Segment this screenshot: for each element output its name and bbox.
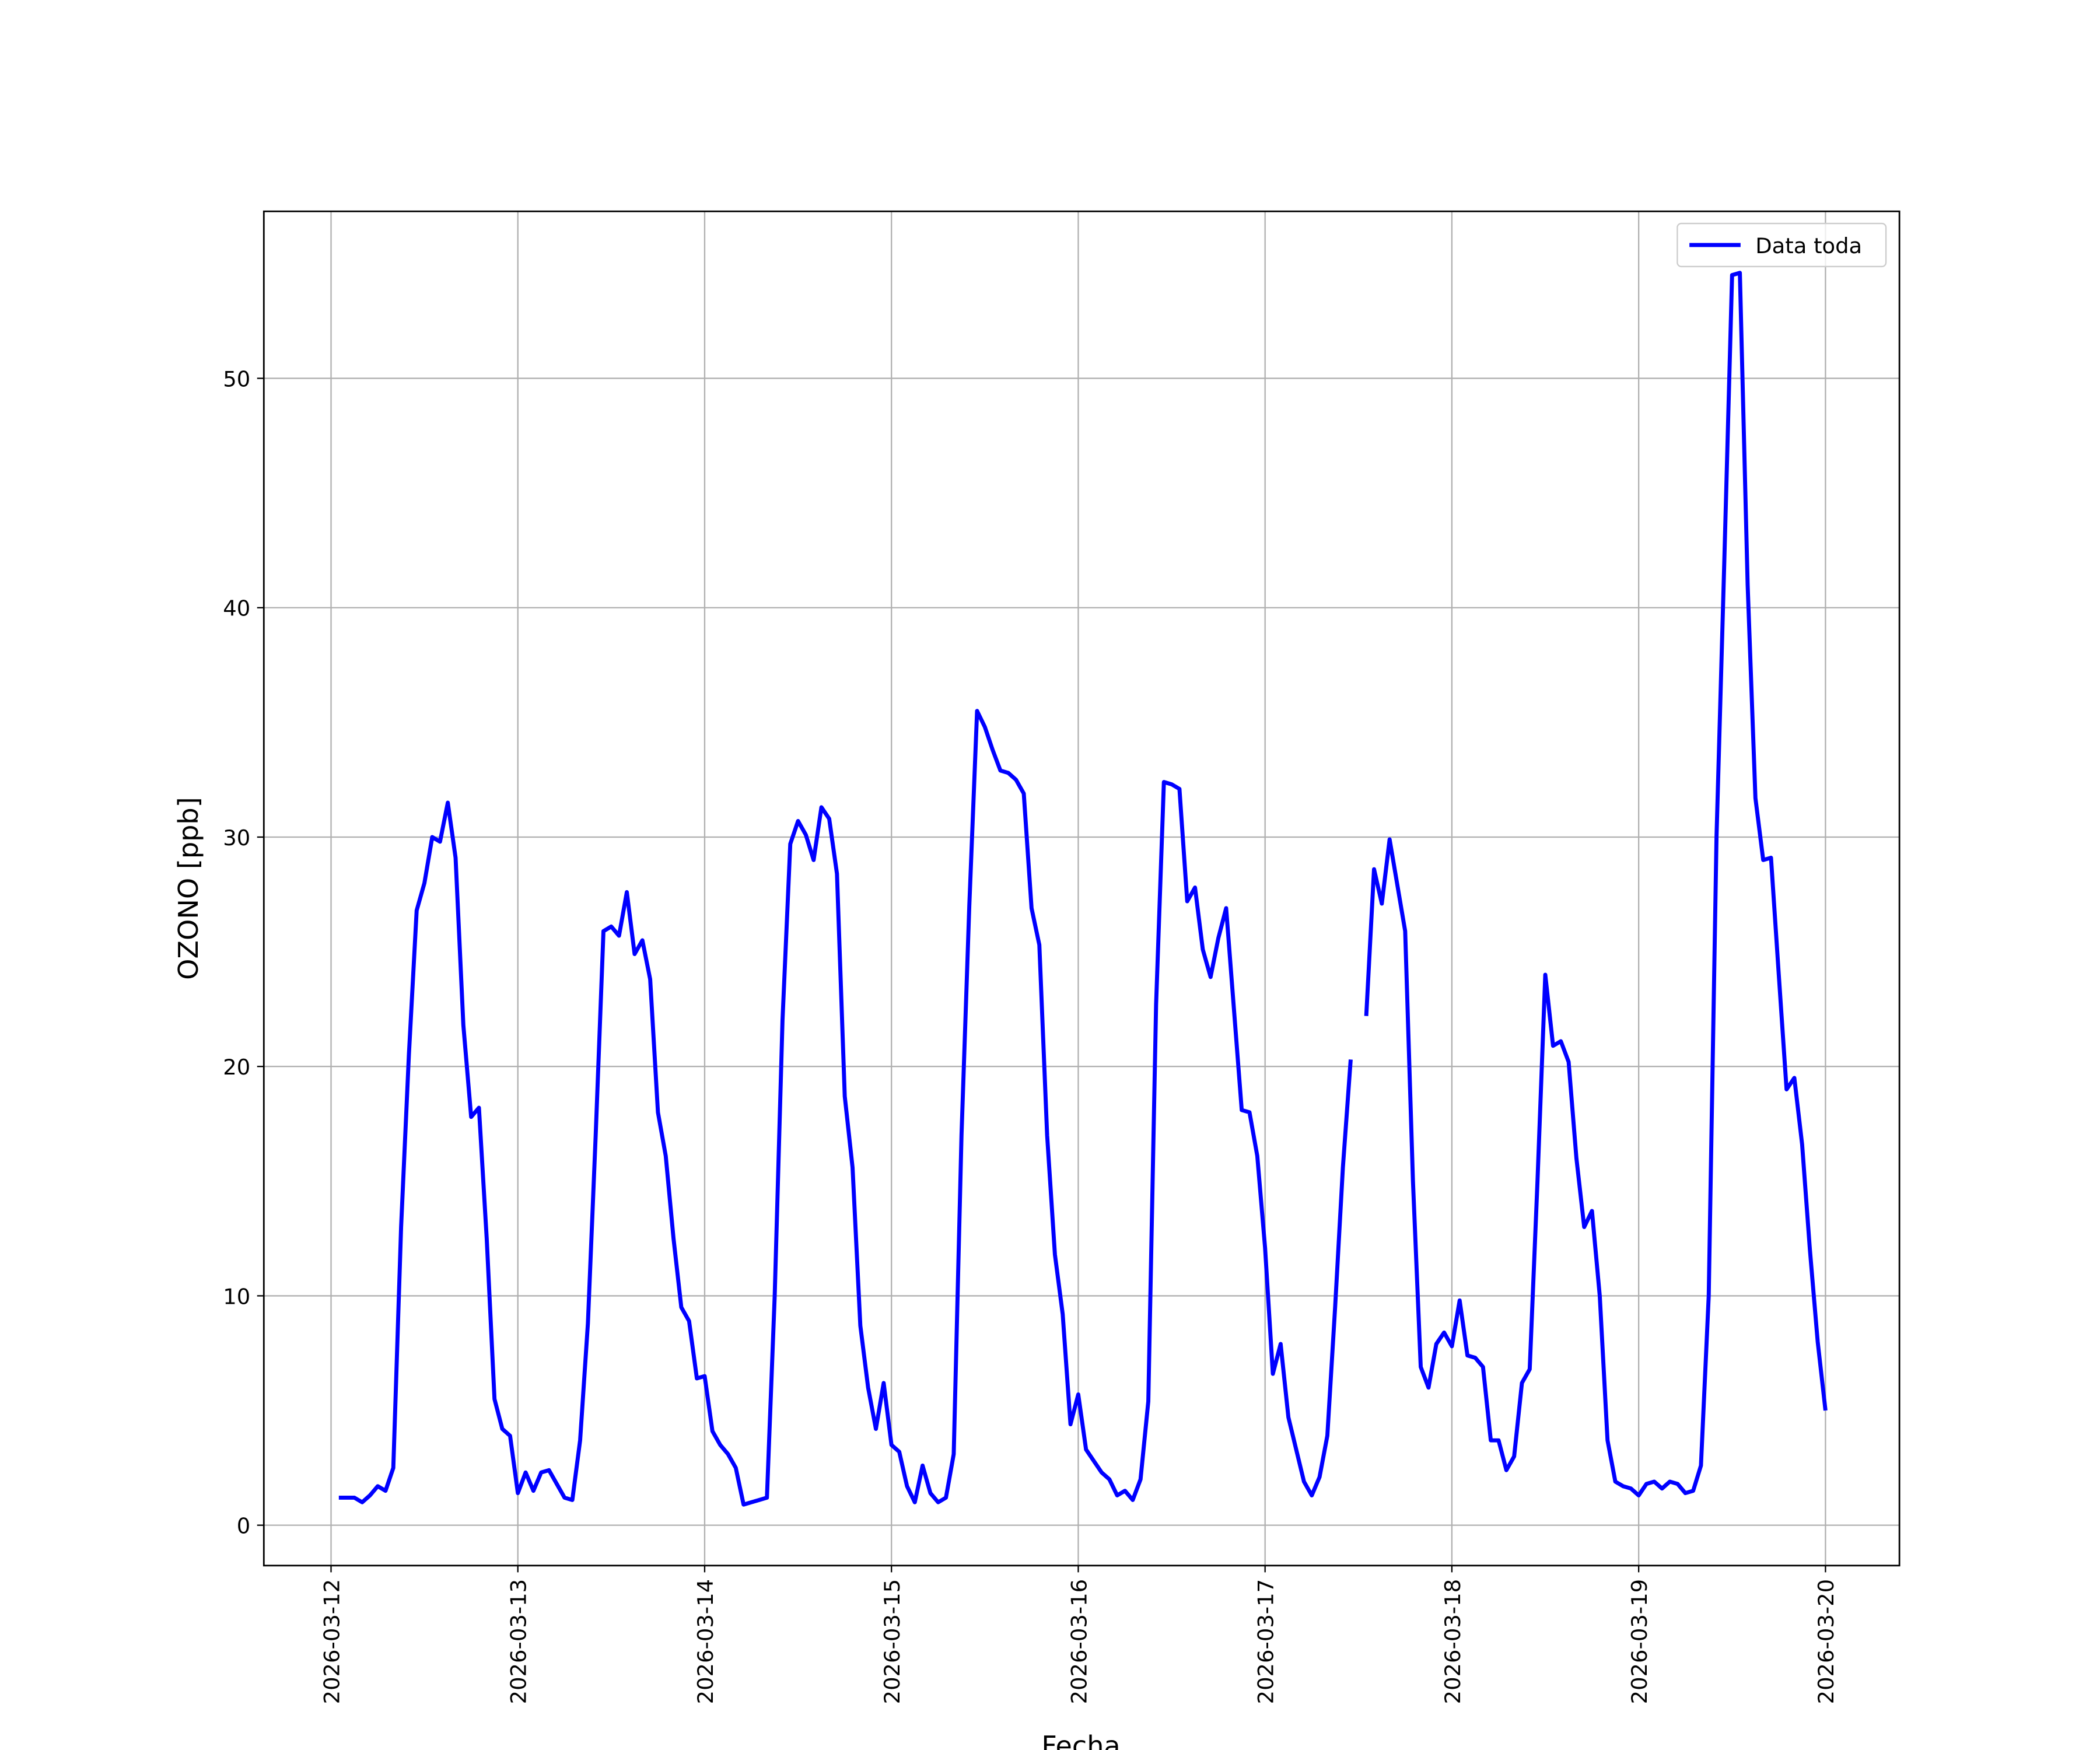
y-tick-label: 50 [223, 366, 250, 391]
x-tick-label: 2026-03-18 [1440, 1579, 1465, 1704]
x-tick-label: 2026-03-19 [1627, 1579, 1652, 1704]
x-tick-label: 2026-03-17 [1254, 1579, 1279, 1704]
x-tick-label: 2026-03-15 [880, 1579, 905, 1704]
x-axis-label: Fecha [1041, 1730, 1120, 1750]
legend-box [1676, 222, 1887, 268]
plot-frame [262, 210, 1901, 1567]
x-tick-label: 2026-03-12 [319, 1579, 344, 1704]
legend-label: Data toda [1755, 233, 1862, 258]
y-tick-label: 20 [223, 1055, 250, 1080]
y-tick-label: 0 [237, 1513, 250, 1538]
x-tick-label: 2026-03-13 [506, 1579, 531, 1704]
x-tick-label: 2026-03-14 [693, 1579, 718, 1704]
x-tick-label: 2026-03-16 [1066, 1579, 1091, 1704]
data-line [338, 271, 1828, 1507]
y-tick-label: 40 [223, 596, 250, 621]
y-tick-label: 30 [223, 825, 250, 850]
y-tick-label: 10 [223, 1284, 250, 1309]
y-axis-label: OZONO [ppb] [173, 797, 204, 980]
x-tick-label: 2026-03-20 [1814, 1579, 1839, 1704]
